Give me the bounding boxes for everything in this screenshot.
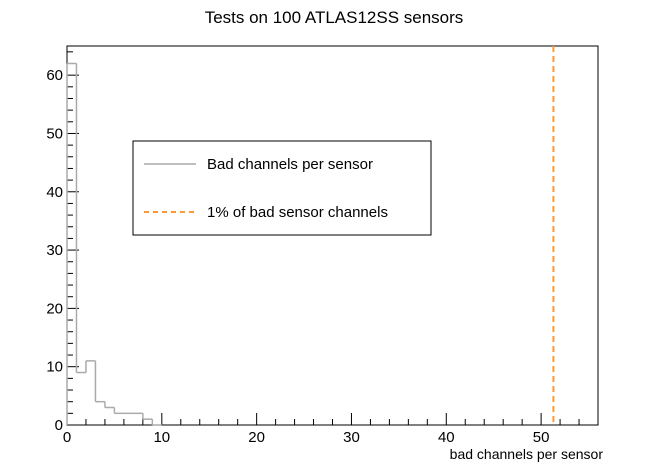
x-tick-label: 20 — [248, 429, 265, 446]
legend-label-threshold: 1% of bad sensor channels — [207, 204, 388, 221]
x-axis-label: bad channels per sensor — [450, 446, 604, 462]
y-tick-label: 60 — [46, 67, 63, 84]
x-tick-label: 30 — [343, 429, 360, 446]
x-tick-label: 40 — [438, 429, 455, 446]
y-tick-label: 20 — [46, 300, 63, 317]
y-tick-label: 0 — [55, 417, 63, 434]
x-tick-label: 50 — [533, 429, 550, 446]
legend-box — [132, 140, 432, 236]
y-tick-label: 10 — [46, 359, 63, 376]
legend-label-histogram: Bad channels per sensor — [207, 156, 373, 173]
legend: Bad channels per sensor 1% of bad sensor… — [132, 140, 432, 236]
y-tick-label: 30 — [46, 242, 63, 259]
y-tick-label: 40 — [46, 184, 63, 201]
y-tick-label: 50 — [46, 125, 63, 142]
x-tick-label: 0 — [63, 429, 71, 446]
x-tick-label: 10 — [153, 429, 170, 446]
chart-title: Tests on 100 ATLAS12SS sensors — [205, 8, 464, 27]
